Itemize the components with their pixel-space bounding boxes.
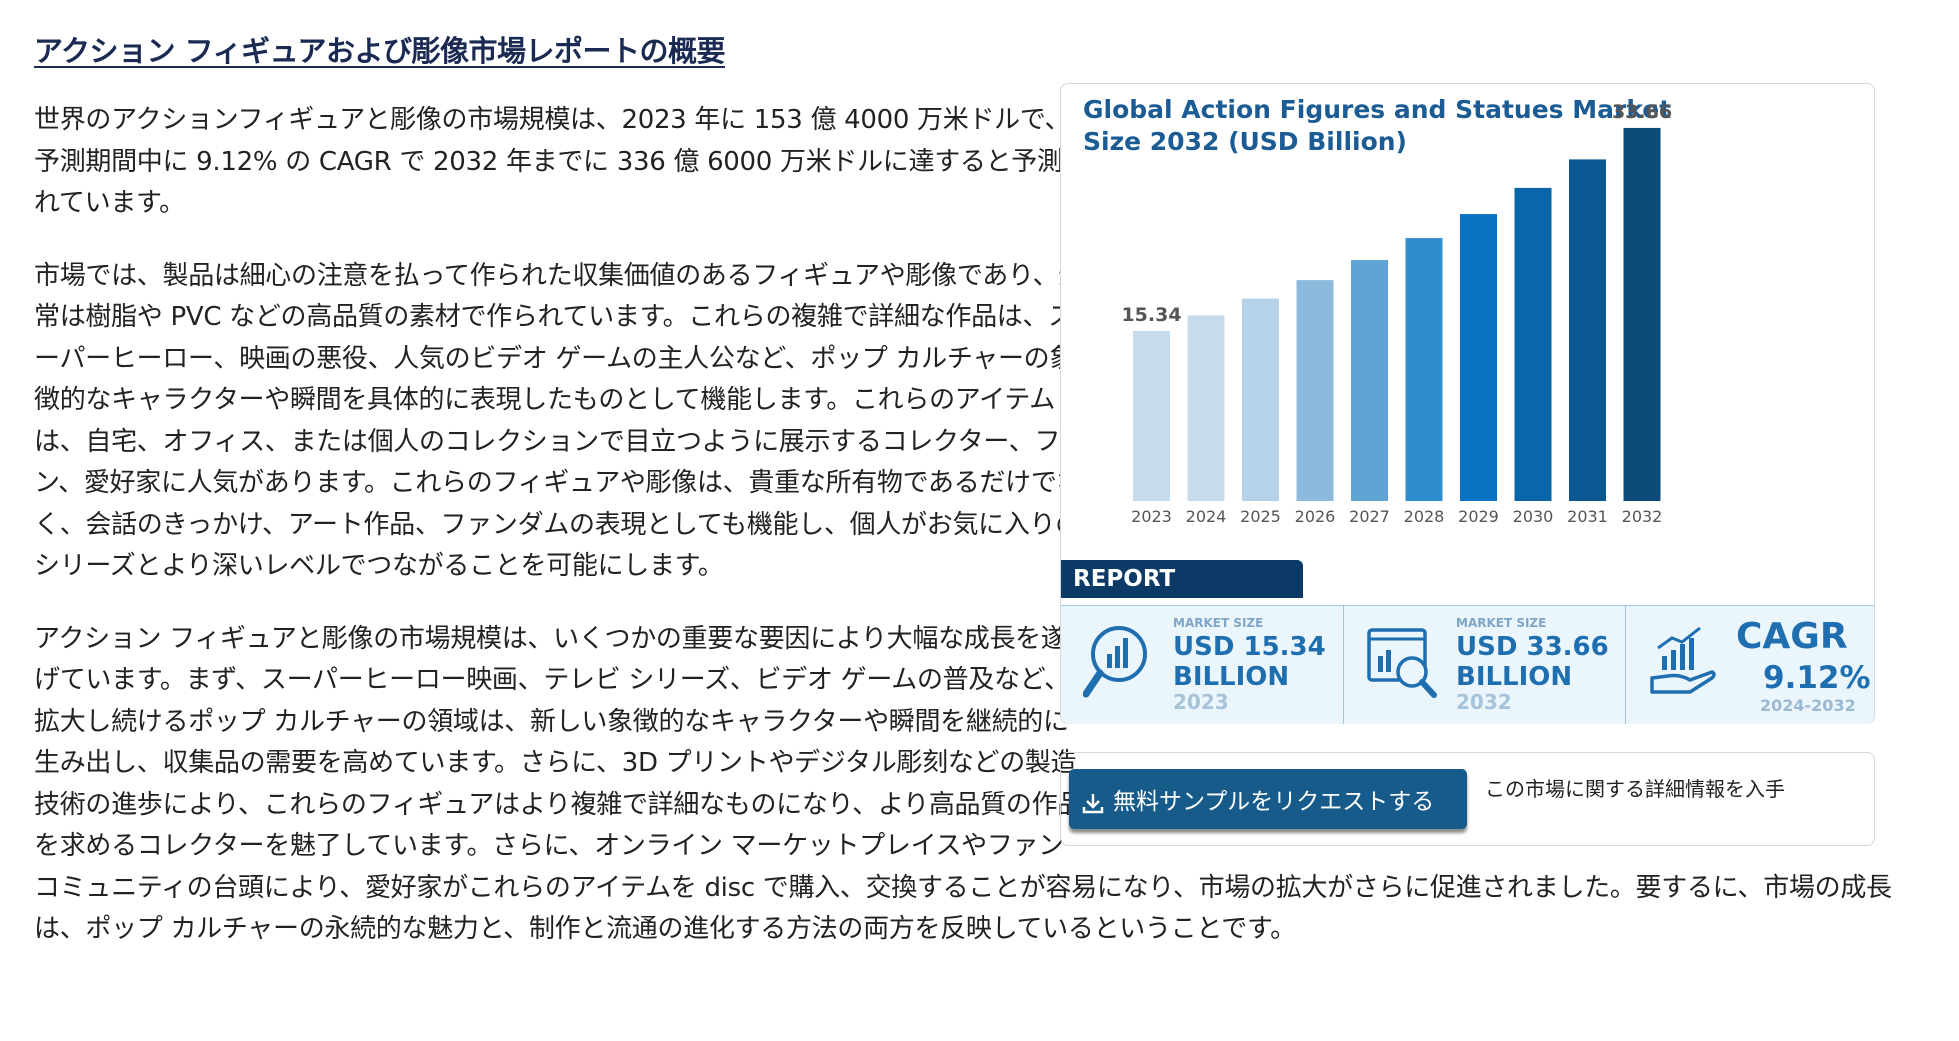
bar-2024 (1187, 315, 1225, 501)
x-tick-label-2031: 2031 (1567, 507, 1608, 526)
insight-2-value-amount: USD 33.66 (1456, 632, 1609, 662)
bar-2030 (1514, 187, 1552, 501)
growth-hand-icon (1650, 626, 1716, 694)
insight-2-year: 2032 (1456, 690, 1512, 714)
cagr-label: CAGR (1736, 616, 1848, 657)
report-insights-row: MARKET SIZE USD 15.34 BILLION 2023 MARKE… (1061, 605, 1874, 724)
cagr-period: 2024-2032 (1760, 696, 1856, 715)
bar-2027 (1351, 260, 1388, 501)
x-tick-label-2030: 2030 (1513, 507, 1554, 526)
insight-1-year: 2023 (1173, 690, 1229, 714)
x-tick-label-2029: 2029 (1458, 507, 1499, 526)
page-title: アクション フィギュアおよび彫像市場レポートの概要 (34, 34, 726, 68)
bar-2025 (1242, 298, 1279, 501)
bar-2029 (1460, 214, 1497, 502)
paragraph-definition: 市場では、製品は細心の注意を払って作られた収集価値のあるフィギュアや彫像であり、… (34, 260, 1086, 582)
data-label-2032: 33.66 (1612, 101, 1672, 123)
insight-2-value: USD 33.66 BILLION (1456, 632, 1609, 692)
monitor-analytics-icon (1367, 628, 1437, 698)
bar-2032 (1623, 127, 1661, 501)
x-tick-label-2024: 2024 (1186, 507, 1227, 526)
insight-1-value: USD 15.34 BILLION (1173, 632, 1326, 692)
insight-2-value-unit: BILLION (1456, 662, 1573, 692)
magnifier-chart-icon (1083, 626, 1147, 698)
x-tick-label-2026: 2026 (1295, 507, 1336, 526)
sample-request-box: 無料サンプルをリクエストする この市場に関する詳細情報を入手 (1060, 752, 1875, 846)
report-insights-tab: REPORT INSIGHTS (1061, 560, 1303, 630)
bar-chart: 2023 15.34 2024 2025 2026 2027 2028 2029 2030 203… (1121, 101, 1672, 526)
request-sample-label: 無料サンプルをリクエストする (1113, 789, 1435, 815)
insight-market-size-2032: MARKET SIZE USD 33.66 BILLION 2032 (1343, 606, 1626, 724)
bar-2028 (1405, 238, 1443, 501)
bar-2031 (1569, 159, 1606, 501)
insight-cagr: CAGR 9.12% 2024-2032 (1625, 606, 1875, 724)
insight-market-size-2023: MARKET SIZE USD 15.34 BILLION 2023 (1061, 606, 1343, 724)
x-tick-label-2027: 2027 (1349, 507, 1390, 526)
market-size-card: Global Action Figures and Statues Market… (1060, 83, 1875, 724)
paragraph-growth: アクション フィギュアと彫像の市場規模は、いくつかの重要な要因により大幅な成長を… (34, 623, 1892, 945)
download-icon (1082, 793, 1104, 813)
insight-1-value-amount: USD 15.34 (1173, 632, 1326, 662)
data-label-2023: 15.34 (1121, 304, 1181, 326)
x-tick-label-2032: 2032 (1622, 507, 1663, 526)
paragraph-intro: 世界のアクションフィギュアと彫像の市場規模は、2023 年に 153 億 400… (34, 105, 1089, 218)
more-info-note: この市場に関する詳細情報を入手 (1485, 777, 1785, 801)
cagr-value: 9.12% (1763, 660, 1871, 696)
x-tick-label-2023: 2023 (1131, 507, 1172, 526)
article-body: 世界のアクションフィギュアと彫像の市場規模は、2023 年に 153 億 400… (34, 100, 1914, 982)
request-sample-button[interactable]: 無料サンプルをリクエストする (1069, 769, 1467, 829)
bar-2023 (1133, 330, 1170, 501)
bar-2026 (1296, 280, 1334, 501)
x-tick-label-2028: 2028 (1404, 507, 1445, 526)
insight-2-label: MARKET SIZE (1456, 616, 1547, 630)
insight-1-value-unit: BILLION (1173, 662, 1290, 692)
x-tick-label-2025: 2025 (1240, 507, 1281, 526)
chart-title: Global Action Figures and Statues Market… (1083, 95, 1672, 156)
insight-1-label: MARKET SIZE (1173, 616, 1264, 630)
